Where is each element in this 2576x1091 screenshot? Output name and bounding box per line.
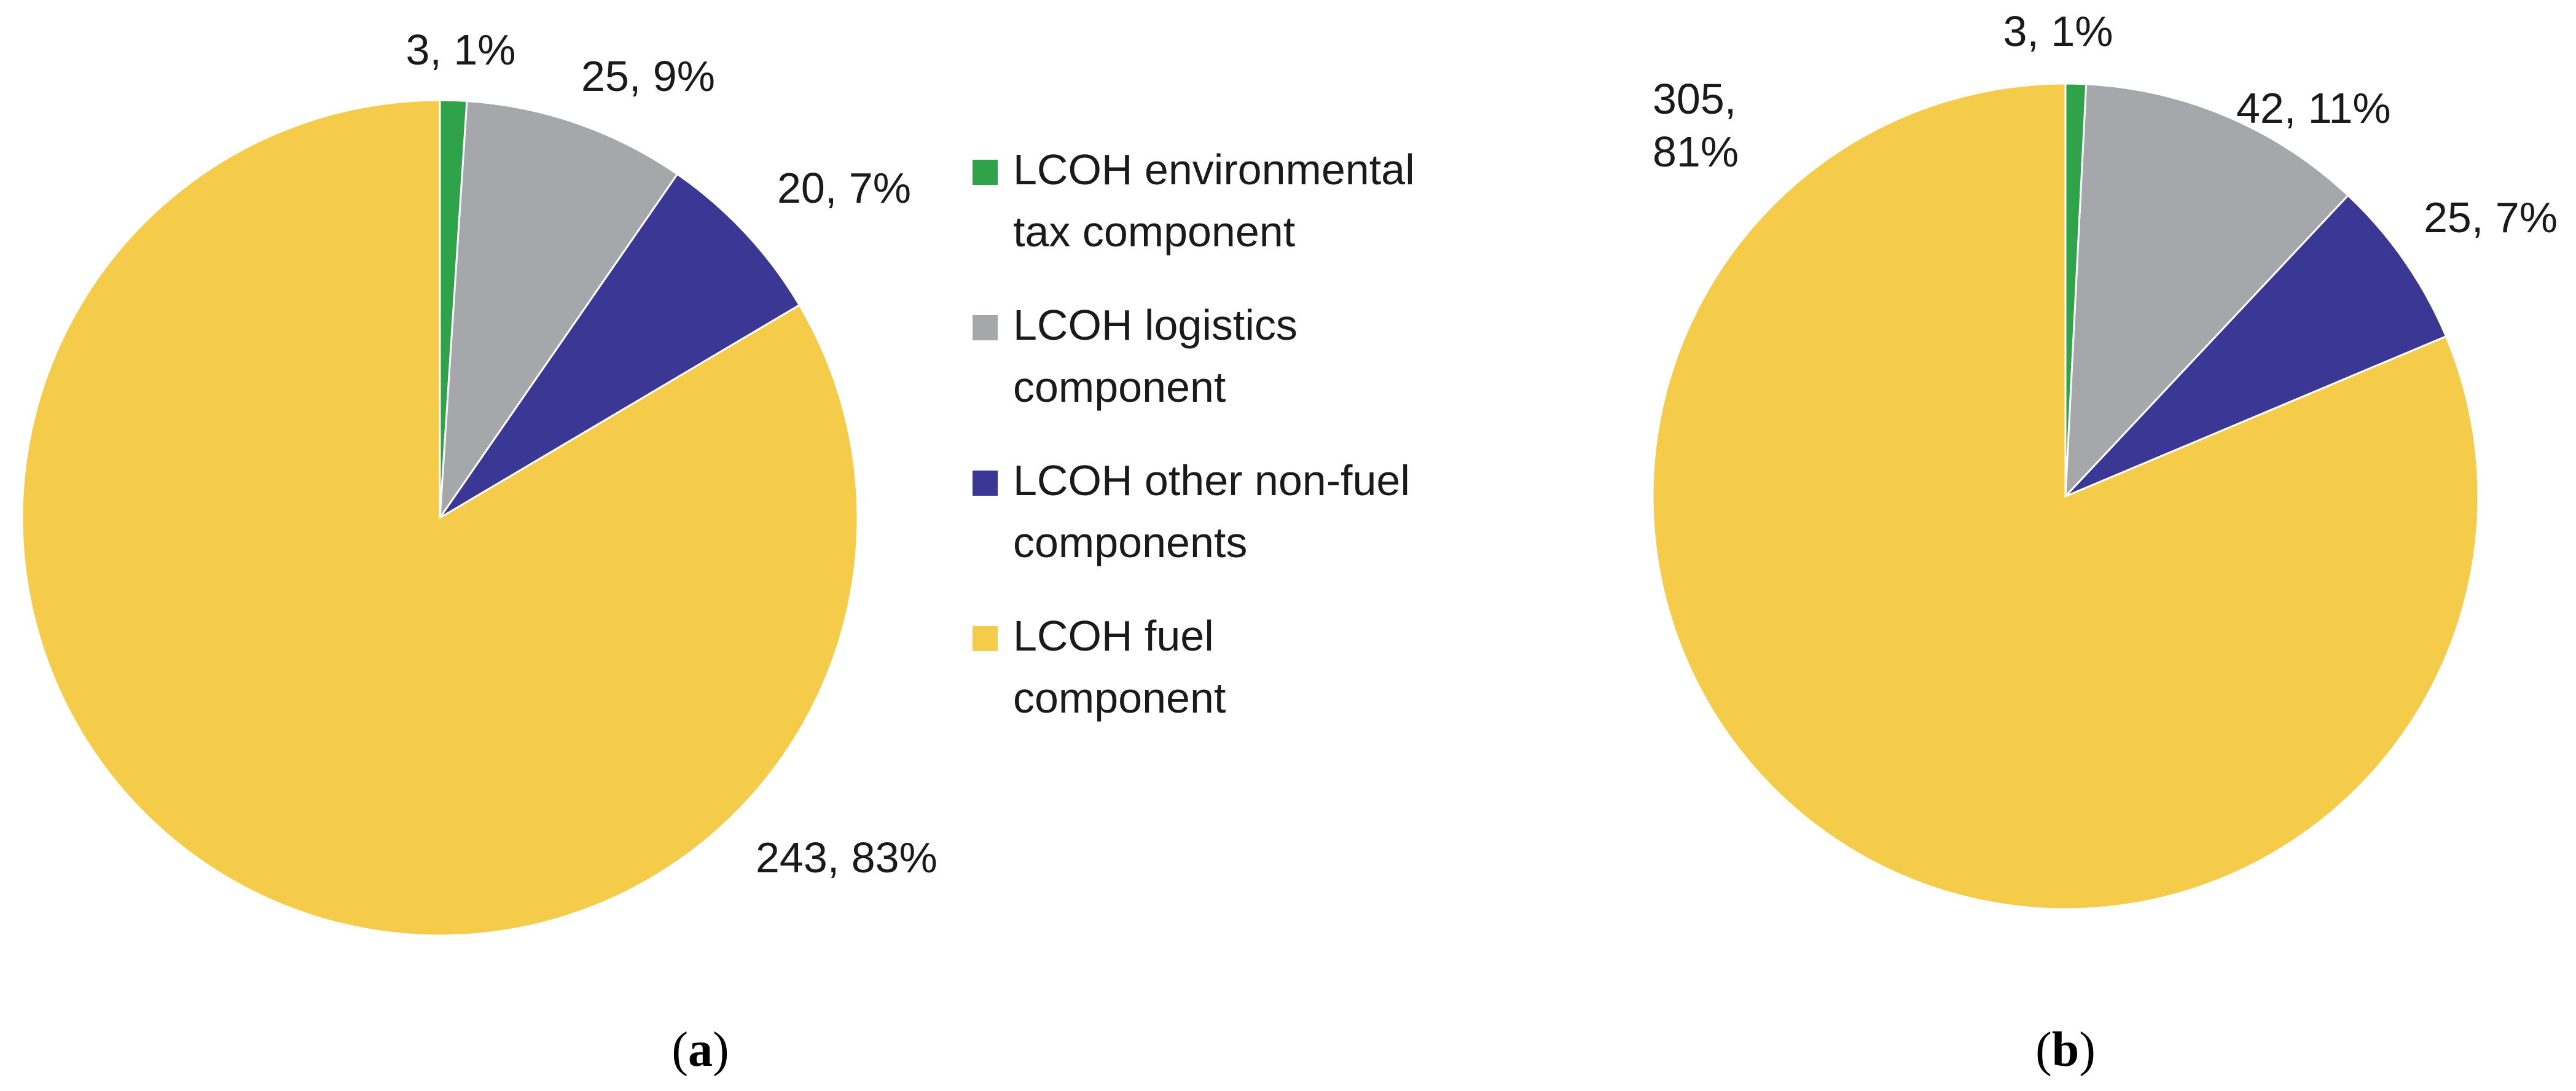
pie-a-slice-logistics <box>439 100 679 522</box>
pie-a-data-label-logistics: 25, 9% <box>581 52 715 100</box>
legend-label-logistics: LCOH logistics component <box>1013 301 1298 411</box>
legend-label-other: LCOH other non-fuel components <box>1013 456 1410 566</box>
pie-b-slice-fuel <box>1651 82 2480 910</box>
pie-b-data-label-env: 3, 1% <box>2003 7 2113 55</box>
caption-b: (b) <box>2035 1023 2096 1077</box>
legend-item-fuel: LCOH fuel component <box>973 612 1226 722</box>
pie-b-data-label-fuel: 305, 81% <box>1653 75 1739 176</box>
pie-b-slice-logistics <box>2064 83 2350 499</box>
legend-label-fuel: LCOH fuel component <box>1013 612 1226 722</box>
pie-chart-a: 3, 1% 25, 9% 20, 7% 243, 83% <box>21 26 938 937</box>
pie-b-slice-other <box>2064 194 2448 498</box>
pie-b-data-label-other: 25, 7% <box>2424 194 2558 241</box>
pie-a-slice-other <box>439 173 801 519</box>
legend-swatch-logistics <box>973 315 998 340</box>
pie-a-slice-fuel <box>21 99 859 937</box>
legend: LCOH environmental tax component LCOH logi… <box>973 146 1415 722</box>
legend-item-logistics: LCOH logistics component <box>973 301 1298 411</box>
legend-swatch-fuel <box>973 626 998 651</box>
legend-item-other: LCOH other non-fuel components <box>973 456 1410 566</box>
pie-a-data-label-env: 3, 1% <box>406 26 516 74</box>
legend-swatch-env <box>973 160 998 185</box>
legend-item-env: LCOH environmental tax component <box>973 146 1415 256</box>
pie-chart-b: 3, 1% 42, 11% 25, 7% 305, 81% <box>1651 7 2558 910</box>
pie-a-data-label-other: 20, 7% <box>777 164 911 212</box>
caption-a: (a) <box>671 1023 729 1077</box>
pie-a-data-label-fuel: 243, 83% <box>756 834 938 882</box>
legend-swatch-other <box>973 471 998 496</box>
legend-label-env: LCOH environmental tax component <box>1013 146 1415 256</box>
pie-b-data-label-logistics: 42, 11% <box>2236 84 2391 132</box>
